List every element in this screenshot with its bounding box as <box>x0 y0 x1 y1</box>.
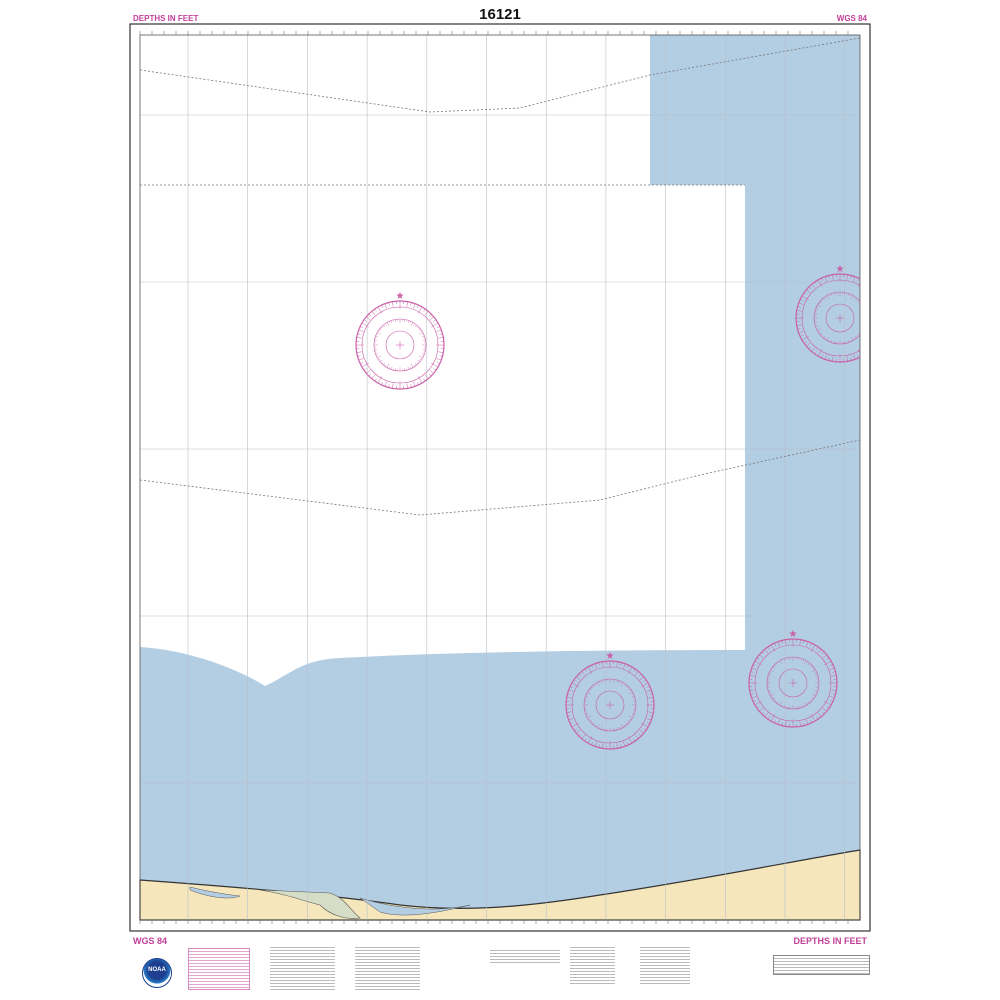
compass-rose-icon: ★ <box>355 291 445 390</box>
star-marker-icon: ★ <box>836 264 845 275</box>
water-area <box>140 35 860 909</box>
depth-units-label-bottom: DEPTHS IN FEET <box>793 936 867 946</box>
chart-number: 16121 <box>479 6 521 23</box>
land-area <box>139 849 861 921</box>
star-marker-icon: ★ <box>606 651 615 662</box>
graticule <box>140 35 860 920</box>
border-scale <box>139 31 849 924</box>
star-marker-icon: ★ <box>396 291 405 302</box>
star-marker-icon: ★ <box>789 629 798 640</box>
compass-roses: ★ ★ ★ ★ <box>355 264 860 750</box>
compass-rose-icon: ★ <box>795 264 860 363</box>
datum-label-bottom: WGS 84 <box>133 936 168 946</box>
compass-rose-icon: ★ <box>565 651 655 750</box>
marsh-area <box>259 889 361 919</box>
compass-rose-icon: ★ <box>748 629 838 728</box>
boundary-lines <box>139 37 861 516</box>
depth-units-label: DEPTHS IN FEET <box>133 14 199 23</box>
noaa-logo: NOAA <box>142 958 172 988</box>
datum-label: WGS 84 <box>836 14 867 23</box>
